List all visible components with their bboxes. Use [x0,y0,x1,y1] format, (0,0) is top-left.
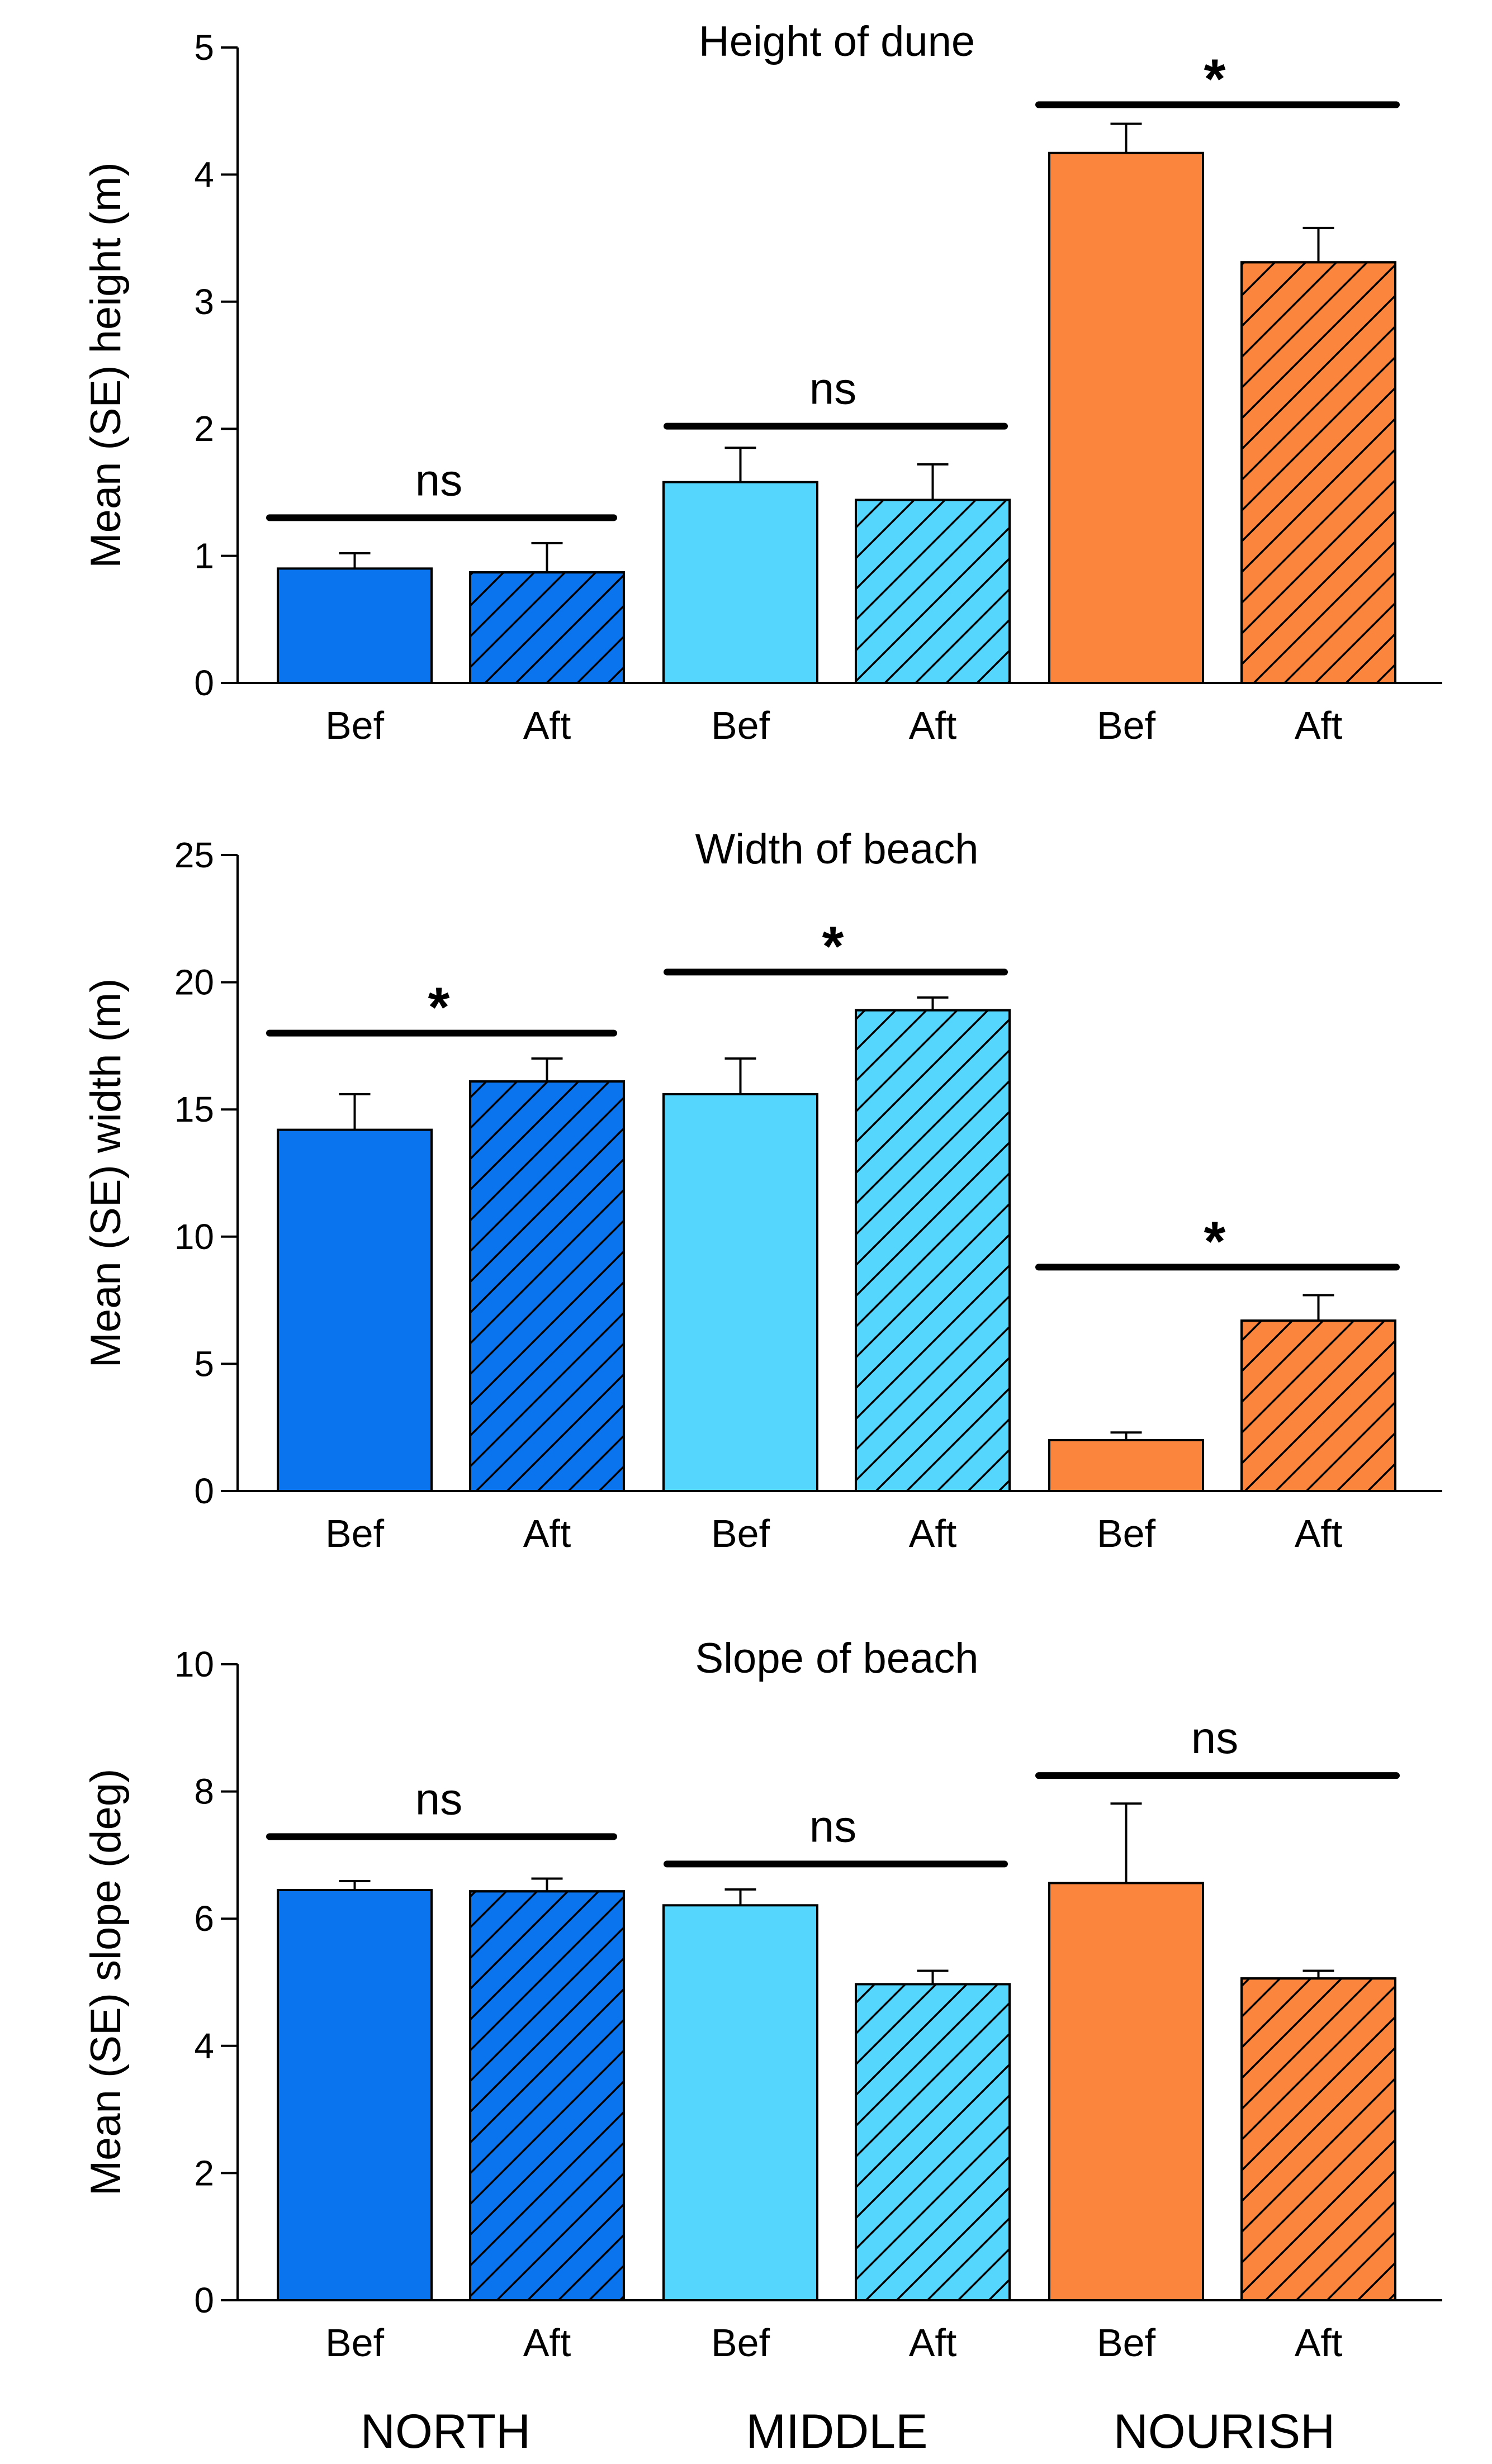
bar [662,1904,818,2301]
bar-category-label: Bef [325,2321,385,2365]
y-tick-label: 0 [194,663,214,703]
bar-hatch [469,571,625,684]
bar-category-label: Aft [1295,2321,1343,2365]
bar-category-label: Bef [325,1512,385,1555]
y-tick-label: 4 [194,2026,214,2066]
bar-group [277,552,433,685]
bar-group [1048,1431,1204,1492]
bar-hatch [469,1080,625,1493]
bar [662,481,818,684]
significance-label: ns [415,455,463,505]
bar-group [1048,122,1204,684]
bar-group [277,1880,433,2301]
group-label: NOURISH [1114,2405,1335,2458]
bar-category-label: Aft [523,2321,571,2365]
bar [277,567,433,685]
bar [277,1128,433,1492]
y-tick-label: 1 [194,536,214,576]
group-label: MIDDLE [746,2405,928,2458]
bar-group [469,1877,625,2302]
y-axis-label: Mean (SE) height (m) [82,162,130,568]
chart-title: Height of dune [699,18,975,65]
bar-group [277,1093,433,1492]
bar-hatch [1240,1977,1396,2302]
bar-group [855,463,1011,684]
bar-group [469,542,625,684]
bar-category-label: Aft [1295,1512,1343,1555]
bar-category-label: Bef [325,704,385,747]
bar-group [662,1888,818,2301]
bar-hatch [855,1009,1011,1492]
y-tick-label: 2 [194,2153,214,2193]
significance-label: * [1204,1210,1226,1273]
bar [277,1888,433,2301]
significance-label: ns [809,1801,857,1851]
bar-group [1240,226,1396,684]
chart-title: Width of beach [695,825,979,873]
y-tick-label: 0 [194,1471,214,1511]
chart-panels: 0 1 2 3 4 5 Height of dune Mean (SE) height (m)… [82,18,1442,2365]
bar-category-label: Aft [909,2321,957,2365]
bar-group [662,1057,818,1492]
bar-category-label: Bef [711,1512,770,1555]
bar-hatch [1240,1319,1396,1493]
significance-label: * [822,915,844,977]
chart-panel-3: 0 2 4 6 8 10 Slope of beach Mean (SE) slope (de… [82,1635,1442,2365]
y-tick-label: 6 [194,1898,214,1939]
bar-group [662,447,818,684]
bar-category-label: Bef [711,704,770,747]
bar-category-label: Aft [909,704,957,747]
y-tick-label: 10 [174,1217,214,1257]
bar [1048,1882,1204,2301]
bar-category-label: Aft [523,704,571,747]
y-tick-label: 8 [194,1772,214,1812]
significance-label: ns [415,1774,463,1824]
group-label: NORTH [361,2405,531,2458]
bar [1048,1438,1204,1492]
bar [662,1093,818,1492]
y-tick-label: 5 [194,27,214,68]
y-tick-label: 3 [194,282,214,322]
y-tick-label: 15 [174,1089,214,1129]
bar-group [855,996,1011,1492]
chart-title: Slope of beach [695,1635,978,1682]
y-tick-label: 0 [194,2280,214,2320]
y-tick-label: 25 [174,835,214,875]
bar-category-label: Bef [711,2321,770,2365]
y-tick-label: 2 [194,409,214,449]
significance-label: ns [809,364,857,414]
significance-label: ns [1191,1713,1239,1763]
bar-hatch [469,1890,625,2302]
bar-category-label: Bef [1097,1512,1156,1555]
chart-panel-1: 0 1 2 3 4 5 Height of dune Mean (SE) height (m)… [82,18,1442,747]
group-labels: NORTH MIDDLE NOURISH [361,2405,1335,2458]
y-axis-label: Mean (SE) slope (deg) [82,1769,130,2196]
y-tick-label: 10 [174,1644,214,1684]
bar-hatch [855,1983,1011,2302]
bar-category-label: Aft [523,1512,571,1555]
y-tick-label: 5 [194,1343,214,1384]
bar-group [469,1057,625,1493]
y-tick-label: 4 [194,154,214,194]
bar-group [855,1969,1011,2302]
bar-category-label: Bef [1097,704,1156,747]
bar-hatch [1240,261,1396,684]
chart-panel-2: 0 5 10 15 20 25 Width of beach Mean (SE) width … [82,825,1442,1555]
bar-group [1240,1294,1396,1493]
significance-label: * [428,976,450,1039]
y-axis-label: Mean (SE) width (m) [82,979,130,1368]
bar [1048,151,1204,684]
significance-label: * [1204,48,1226,110]
bar-group [1240,1969,1396,2302]
y-tick-label: 20 [174,962,214,1003]
bar-hatch [855,499,1011,684]
bar-category-label: Aft [1295,704,1343,747]
bar-group [1048,1802,1204,2301]
bar-category-label: Aft [909,1512,957,1555]
bar-category-label: Bef [1097,2321,1156,2365]
